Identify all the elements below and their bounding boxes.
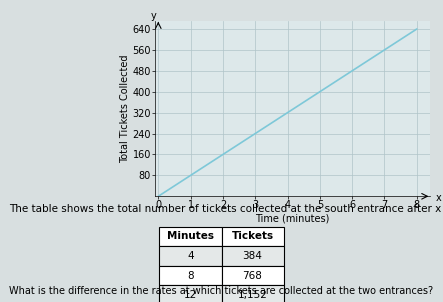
Text: Tickets: Tickets <box>231 231 274 241</box>
Text: 8: 8 <box>187 271 194 281</box>
Text: 768: 768 <box>243 271 262 281</box>
Text: 1,152: 1,152 <box>237 290 268 300</box>
Text: What is the difference in the rates at which tickets are collected at the two en: What is the difference in the rates at w… <box>9 286 433 296</box>
Text: 384: 384 <box>243 251 262 261</box>
Text: Minutes: Minutes <box>167 231 214 241</box>
Text: 12: 12 <box>184 290 197 300</box>
X-axis label: Time (minutes): Time (minutes) <box>255 213 330 223</box>
Y-axis label: Total Tickets Collected: Total Tickets Collected <box>120 54 130 163</box>
Text: 4: 4 <box>187 251 194 261</box>
Text: y: y <box>151 11 156 21</box>
Text: The table shows the total number of tickets collected at the south entrance afte: The table shows the total number of tick… <box>9 204 443 214</box>
Text: x: x <box>436 193 442 203</box>
